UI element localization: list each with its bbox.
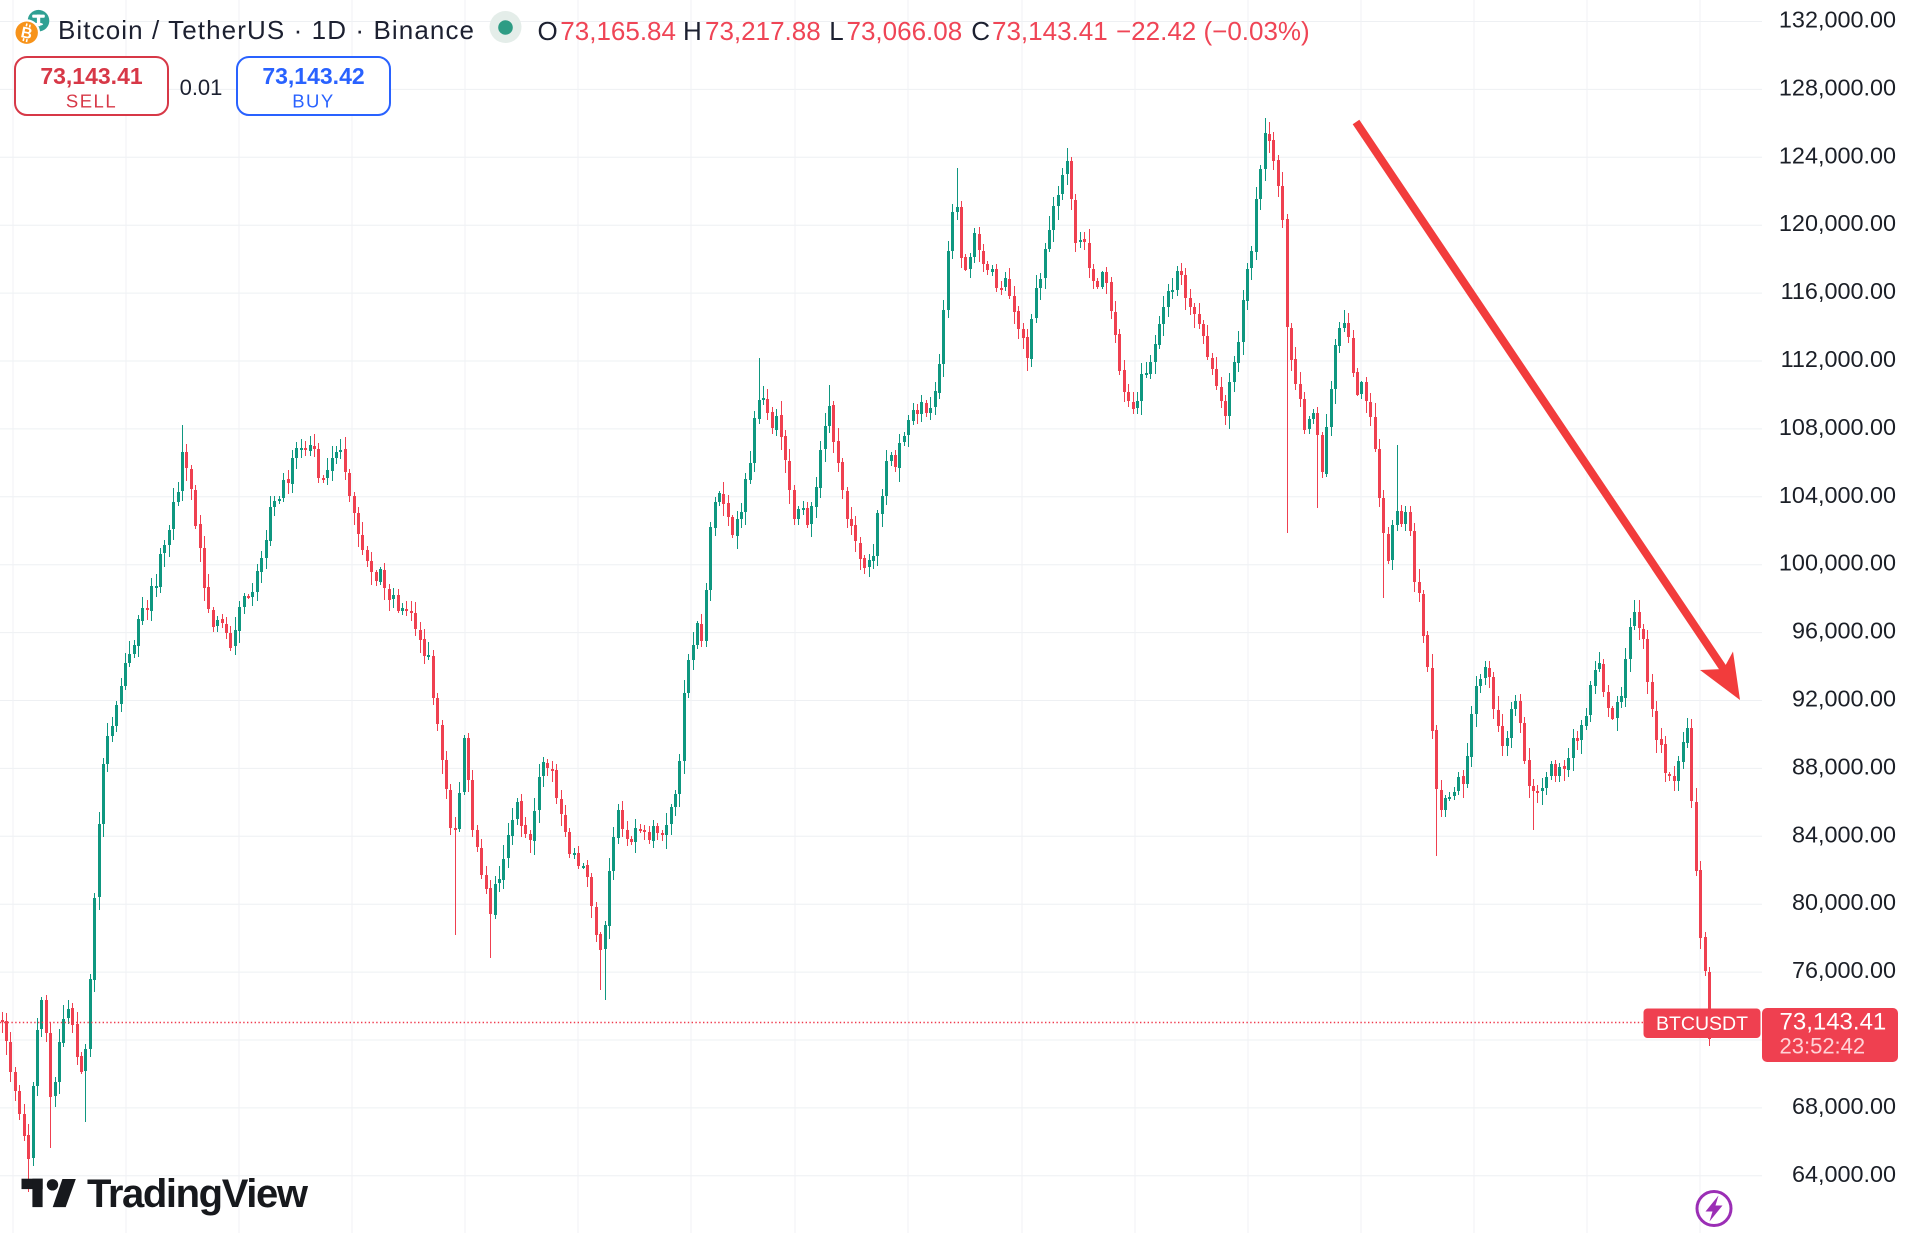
svg-text:BTCUSDT: BTCUSDT <box>1656 1013 1748 1035</box>
svg-text:80,000.00: 80,000.00 <box>1792 889 1896 915</box>
svg-text:B: B <box>19 24 33 43</box>
svg-text:0.01: 0.01 <box>180 75 223 100</box>
svg-text:Bitcoin / TetherUS · 1D · Bina: Bitcoin / TetherUS · 1D · Binance <box>58 15 474 45</box>
svg-text:73,143.41: 73,143.41 <box>992 16 1108 46</box>
svg-text:68,000.00: 68,000.00 <box>1792 1093 1896 1119</box>
svg-text:L: L <box>829 16 843 46</box>
svg-text:132,000.00: 132,000.00 <box>1779 7 1896 33</box>
svg-text:96,000.00: 96,000.00 <box>1792 618 1896 644</box>
svg-text:100,000.00: 100,000.00 <box>1779 550 1896 576</box>
svg-text:73,143.41: 73,143.41 <box>1780 1009 1887 1036</box>
svg-text:73,217.88: 73,217.88 <box>705 16 821 46</box>
svg-text:124,000.00: 124,000.00 <box>1779 142 1896 168</box>
svg-text:128,000.00: 128,000.00 <box>1779 74 1896 100</box>
svg-text:120,000.00: 120,000.00 <box>1779 210 1896 236</box>
svg-text:116,000.00: 116,000.00 <box>1781 278 1896 304</box>
svg-text:SELL: SELL <box>66 91 117 112</box>
svg-text:BUY: BUY <box>292 91 335 112</box>
svg-text:O: O <box>538 16 558 46</box>
svg-text:73,165.84: 73,165.84 <box>560 16 676 46</box>
svg-text:73,066.08: 73,066.08 <box>847 16 963 46</box>
svg-text:64,000.00: 64,000.00 <box>1792 1161 1896 1187</box>
svg-text:C: C <box>971 16 990 46</box>
svg-text:92,000.00: 92,000.00 <box>1792 686 1896 712</box>
svg-text:H: H <box>683 16 702 46</box>
svg-text:112,000.00: 112,000.00 <box>1781 346 1896 372</box>
svg-text:84,000.00: 84,000.00 <box>1792 821 1896 847</box>
svg-text:23:52:42: 23:52:42 <box>1780 1034 1866 1059</box>
svg-text:−22.42 (−0.03%): −22.42 (−0.03%) <box>1116 16 1310 46</box>
svg-text:76,000.00: 76,000.00 <box>1792 957 1896 983</box>
svg-text:73,143.41: 73,143.41 <box>40 63 143 89</box>
svg-text:108,000.00: 108,000.00 <box>1779 414 1896 440</box>
svg-text:73,143.42: 73,143.42 <box>262 63 364 89</box>
svg-text:TradingView: TradingView <box>87 1172 309 1216</box>
svg-text:104,000.00: 104,000.00 <box>1779 482 1896 508</box>
svg-text:88,000.00: 88,000.00 <box>1792 753 1896 779</box>
